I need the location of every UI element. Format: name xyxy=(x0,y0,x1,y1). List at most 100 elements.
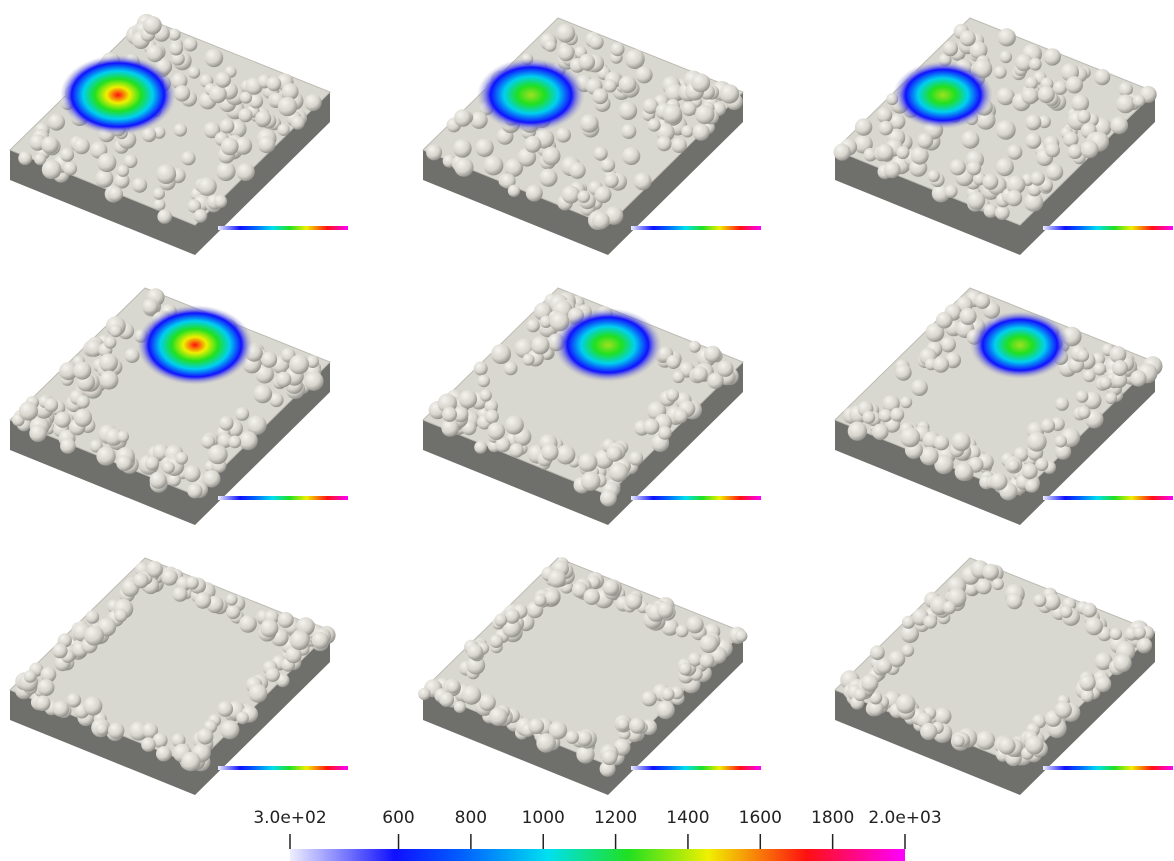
powder-particle xyxy=(214,195,227,208)
powder-particle xyxy=(672,371,684,383)
powder-particle xyxy=(548,569,566,587)
powder-particle xyxy=(539,169,557,187)
powder-particle xyxy=(1038,86,1055,103)
powder-particle xyxy=(619,102,638,121)
powder-particle xyxy=(1112,360,1128,376)
powder-particle xyxy=(580,114,599,133)
powder-particle xyxy=(998,28,1016,46)
powder-particle xyxy=(305,94,322,111)
powder-particle xyxy=(228,436,241,449)
powder-particle xyxy=(208,445,228,465)
powder-particle xyxy=(216,162,235,181)
mini-colorbar xyxy=(631,766,761,770)
powder-particle xyxy=(150,472,167,489)
powder-particle xyxy=(643,419,659,435)
powder-particle xyxy=(896,694,916,714)
powder-particle xyxy=(1060,606,1073,619)
powder-particle xyxy=(278,97,297,116)
powder-particle xyxy=(86,610,100,624)
powder-particle xyxy=(226,594,238,606)
powder-particle xyxy=(1133,626,1146,639)
powder-particle xyxy=(195,592,212,609)
powder-particle xyxy=(291,116,305,130)
powder-particle xyxy=(505,415,524,434)
powder-particle xyxy=(976,731,995,750)
powder-particle xyxy=(834,144,851,161)
panel xyxy=(423,288,761,525)
mini-colorbar xyxy=(218,496,348,500)
powder-particle xyxy=(114,609,127,622)
powder-particle xyxy=(153,188,165,200)
powder-particle xyxy=(479,694,496,711)
powder-particle xyxy=(982,174,998,190)
powder-particle xyxy=(544,590,560,606)
powder-particle xyxy=(920,723,937,740)
powder-particle xyxy=(198,177,217,196)
powder-particle xyxy=(1094,69,1110,85)
powder-particle xyxy=(48,114,65,131)
powder-particle xyxy=(619,75,637,93)
powder-particle xyxy=(1029,58,1042,71)
powder-particle xyxy=(236,712,249,725)
powder-particle xyxy=(862,411,875,424)
powder-particle xyxy=(290,631,310,651)
powder-particle xyxy=(933,356,949,372)
powder-particle xyxy=(146,45,163,62)
panel xyxy=(10,14,348,255)
powder-particle xyxy=(485,410,499,424)
powder-particle xyxy=(258,136,275,153)
powder-particle xyxy=(562,185,580,203)
powder-particle xyxy=(976,579,992,595)
powder-particle xyxy=(600,490,617,507)
powder-particle xyxy=(186,576,199,589)
powder-particle xyxy=(695,105,714,124)
powder-particle xyxy=(1093,363,1106,376)
powder-particle xyxy=(42,160,62,180)
powder-particle xyxy=(900,396,912,408)
powder-particle xyxy=(1055,701,1072,718)
powder-particle xyxy=(950,159,966,175)
powder-particle xyxy=(526,185,543,202)
powder-particle xyxy=(953,735,965,747)
powder-particle xyxy=(474,362,488,376)
powder-particle xyxy=(143,299,159,315)
powder-particle xyxy=(1077,110,1091,124)
powder-particle xyxy=(1055,397,1069,411)
powder-particle xyxy=(442,407,457,422)
powder-particle xyxy=(967,192,985,210)
powder-particle xyxy=(439,692,454,707)
mini-colorbar xyxy=(631,496,761,500)
powder-particle xyxy=(173,587,188,602)
powder-particle xyxy=(487,422,505,440)
powder-particle xyxy=(577,190,590,203)
colorbar-gradient xyxy=(290,849,905,861)
powder-particle xyxy=(682,101,697,116)
powder-particle xyxy=(188,66,200,78)
powder-particle xyxy=(84,626,104,646)
powder-particle xyxy=(1133,95,1145,107)
powder-particle xyxy=(96,446,115,465)
panel xyxy=(418,557,761,795)
powder-particle xyxy=(629,451,643,465)
powder-particle xyxy=(581,471,601,491)
mini-colorbar xyxy=(1043,496,1173,500)
mini-colorbar xyxy=(1043,766,1173,770)
powder-particle xyxy=(595,186,612,203)
powder-particle xyxy=(239,615,257,633)
powder-particle xyxy=(542,147,561,166)
powder-particle xyxy=(1033,594,1046,607)
powder-particle xyxy=(879,409,892,422)
powder-particle xyxy=(995,205,1010,220)
powder-particle xyxy=(60,148,74,162)
powder-particle xyxy=(693,124,710,141)
powder-particle xyxy=(1082,603,1097,618)
colorbar-tick-label: 800 xyxy=(455,808,487,828)
powder-particle xyxy=(1076,390,1089,403)
powder-particle xyxy=(489,707,508,726)
powder-particle xyxy=(604,173,619,188)
powder-particle xyxy=(253,385,272,404)
powder-particle xyxy=(266,668,280,682)
powder-particle xyxy=(267,76,282,91)
powder-particle xyxy=(625,593,642,610)
powder-particle xyxy=(617,718,630,731)
